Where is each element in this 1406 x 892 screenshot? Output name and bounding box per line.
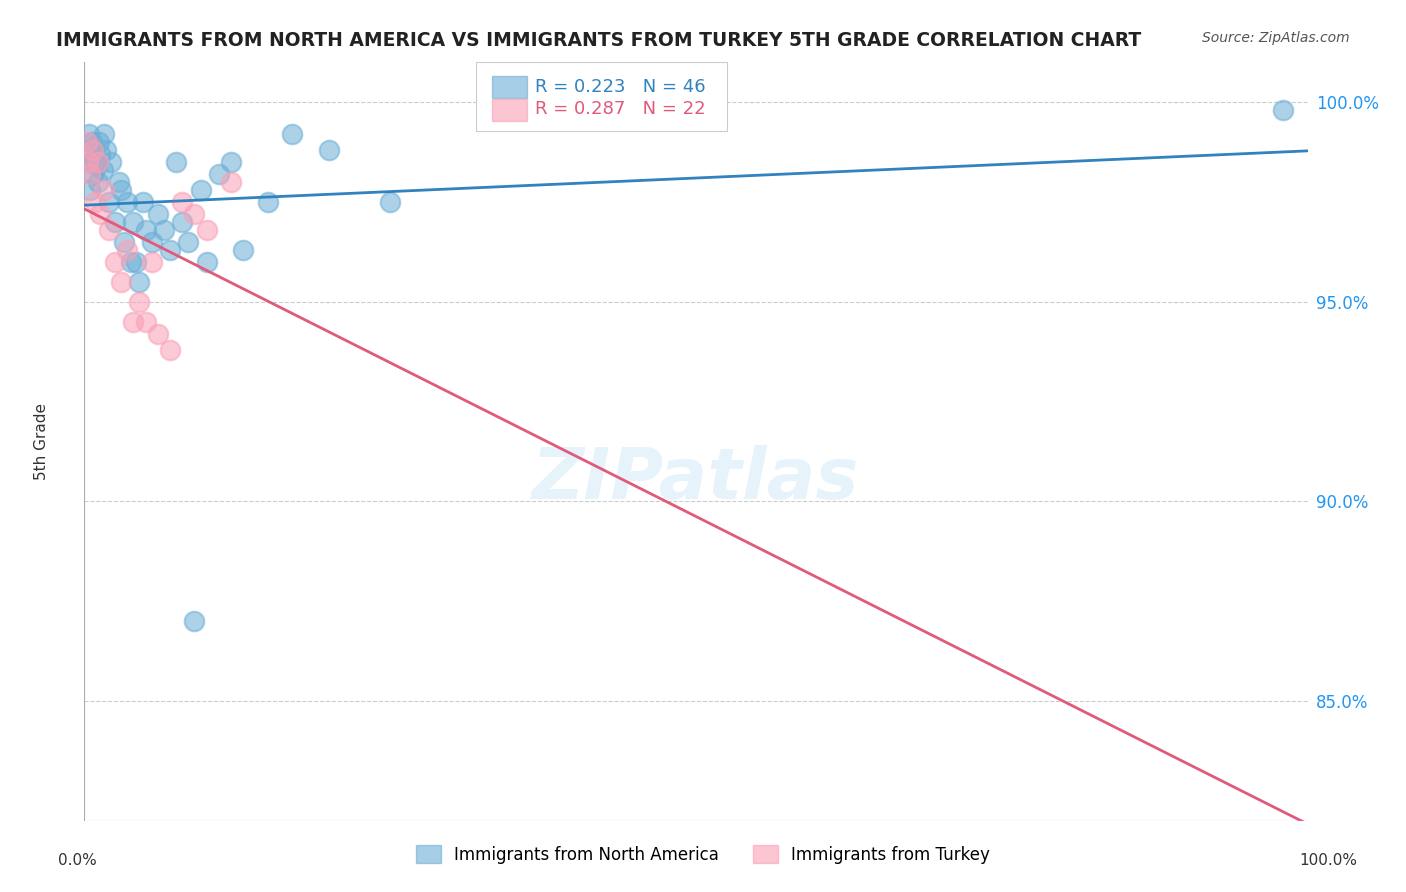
Point <box>84 155 107 169</box>
Point <box>77 155 100 169</box>
Point <box>380 195 402 210</box>
Point <box>318 143 340 157</box>
Point <box>195 255 218 269</box>
Point <box>177 235 200 249</box>
Point <box>208 167 231 181</box>
Point <box>115 243 138 257</box>
Point <box>100 155 122 169</box>
Point <box>135 223 157 237</box>
Point <box>110 183 132 197</box>
Point <box>76 135 98 149</box>
Point <box>91 163 114 178</box>
Point <box>89 147 111 161</box>
Point <box>190 183 212 197</box>
Point <box>82 143 104 157</box>
Point <box>89 207 111 221</box>
Point <box>87 155 110 169</box>
Point <box>125 255 148 269</box>
Point <box>97 195 120 210</box>
Text: 0.0%: 0.0% <box>58 854 97 868</box>
Point <box>96 143 118 157</box>
Point <box>172 215 194 229</box>
Point <box>132 195 155 210</box>
Point <box>80 135 103 149</box>
Point <box>232 243 254 257</box>
Point <box>104 215 127 229</box>
Point <box>86 159 108 173</box>
Text: 100.0%: 100.0% <box>1299 854 1358 868</box>
Point <box>82 167 104 181</box>
Point <box>146 326 169 341</box>
Point <box>120 255 142 269</box>
Text: R = 0.287   N = 22: R = 0.287 N = 22 <box>534 101 706 119</box>
Text: 5th Grade: 5th Grade <box>34 403 49 480</box>
Text: ZIPatlas: ZIPatlas <box>533 445 859 514</box>
Point <box>97 223 120 237</box>
Point <box>257 195 280 210</box>
Point <box>135 315 157 329</box>
Point <box>141 255 163 269</box>
Point <box>159 343 181 357</box>
Point <box>183 207 205 221</box>
Point <box>79 183 101 197</box>
Point <box>77 128 100 142</box>
FancyBboxPatch shape <box>492 76 527 98</box>
Point <box>122 215 145 229</box>
Point <box>159 243 181 257</box>
Point <box>153 223 176 237</box>
Point <box>93 183 115 197</box>
Point <box>146 207 169 221</box>
FancyBboxPatch shape <box>492 99 527 120</box>
Point <box>83 143 105 157</box>
Point <box>93 128 115 142</box>
Point <box>141 235 163 249</box>
Point <box>110 275 132 289</box>
Text: IMMIGRANTS FROM NORTH AMERICA VS IMMIGRANTS FROM TURKEY 5TH GRADE CORRELATION CH: IMMIGRANTS FROM NORTH AMERICA VS IMMIGRA… <box>56 31 1142 50</box>
Point <box>122 315 145 329</box>
Point <box>219 175 242 189</box>
Point <box>76 143 98 157</box>
Point <box>172 195 194 210</box>
Point <box>128 275 150 289</box>
Point <box>87 175 110 189</box>
Point <box>183 614 205 628</box>
Point <box>84 195 107 210</box>
Point <box>104 255 127 269</box>
Text: R = 0.223   N = 46: R = 0.223 N = 46 <box>534 78 706 95</box>
Point <box>115 195 138 210</box>
Point <box>281 128 304 142</box>
Point <box>195 223 218 237</box>
Point <box>87 135 110 149</box>
Point <box>79 167 101 181</box>
Point <box>77 155 100 169</box>
Point <box>128 294 150 309</box>
Text: Source: ZipAtlas.com: Source: ZipAtlas.com <box>1202 31 1350 45</box>
Legend: Immigrants from North America, Immigrants from Turkey: Immigrants from North America, Immigrant… <box>409 838 997 871</box>
FancyBboxPatch shape <box>475 62 727 130</box>
Point <box>219 155 242 169</box>
Point <box>112 235 135 249</box>
Point <box>1272 103 1295 118</box>
Point <box>165 155 187 169</box>
Point <box>107 175 129 189</box>
